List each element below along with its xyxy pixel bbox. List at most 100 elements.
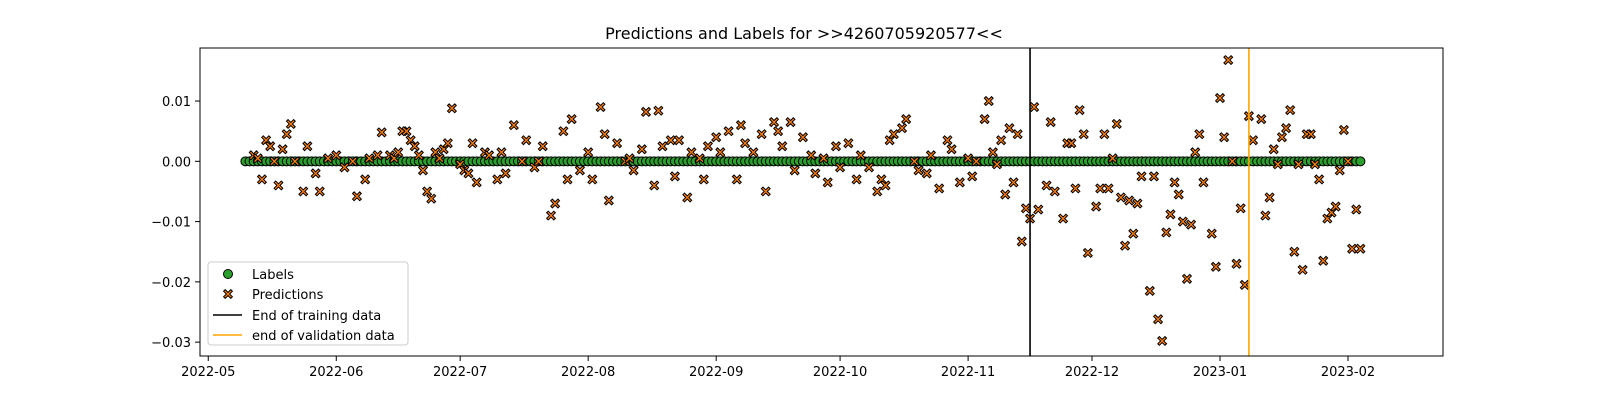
prediction-point: [1198, 177, 1209, 188]
prediction-point: [806, 150, 817, 161]
prediction-point: [715, 147, 726, 158]
prediction-point: [954, 177, 965, 188]
prediction-point: [1128, 228, 1139, 239]
prediction-point: [1318, 255, 1329, 266]
prediction-point: [785, 117, 796, 128]
prediction-point: [1231, 258, 1242, 269]
prediction-point: [665, 135, 676, 146]
prediction-point: [1355, 243, 1366, 254]
prediction-point: [1115, 192, 1126, 203]
prediction-point: [702, 141, 714, 152]
prediction-point: [818, 153, 829, 164]
prediction-point: [1161, 227, 1172, 238]
legend: Labels Predictions End of training data end…: [207, 261, 409, 346]
prediction-point: [1173, 189, 1184, 200]
legend-box: [207, 261, 409, 346]
prediction-point: [934, 183, 945, 194]
prediction-point: [756, 129, 767, 140]
x-tick-label: 2022-11: [941, 365, 995, 380]
chart-title: Predictions and Labels for >>42607059205…: [605, 24, 1003, 43]
prediction-point: [1057, 213, 1069, 224]
prediction-point: [649, 180, 660, 191]
x-tick-label: 2023-02: [1321, 365, 1375, 380]
prediction-point: [273, 180, 284, 191]
prediction-point: [302, 141, 313, 152]
prediction-point: [971, 156, 982, 167]
prediction-point: [872, 186, 883, 197]
prediction-point: [1020, 203, 1032, 214]
prediction-point: [723, 126, 734, 137]
prediction-point: [1260, 210, 1271, 221]
prediction-point: [347, 156, 358, 167]
prediction-point: [574, 165, 586, 176]
prediction-point: [314, 186, 325, 197]
prediction-point: [991, 159, 1003, 170]
prediction-point: [611, 138, 623, 149]
prediction-point: [1219, 132, 1230, 143]
prediction-point: [1107, 153, 1118, 164]
prediction-point: [442, 138, 453, 149]
prediction-point: [492, 174, 503, 185]
prediction-point: [1091, 201, 1102, 212]
x-tick-label: 2022-07: [433, 365, 487, 380]
prediction-point: [983, 95, 994, 107]
legend-entry-label: Predictions: [252, 288, 324, 303]
prediction-point: [545, 210, 557, 221]
prediction-point: [669, 171, 681, 182]
prediction-point: [1177, 216, 1188, 227]
prediction-point: [1330, 201, 1341, 212]
x-tick-label: 2022-09: [689, 365, 743, 380]
prediction-point: [360, 174, 371, 185]
prediction-point: [682, 192, 693, 203]
prediction-point: [1132, 198, 1143, 209]
prediction-point: [789, 165, 800, 176]
prediction-point: [711, 132, 722, 143]
prediction-point: [351, 191, 363, 202]
prediction-point: [322, 153, 334, 164]
prediction-point: [1169, 177, 1180, 188]
prediction-point: [265, 141, 276, 152]
prediction-point: [863, 162, 875, 173]
prediction-point: [1268, 144, 1279, 155]
prediction-point: [987, 147, 998, 158]
prediction-point: [686, 147, 697, 158]
prediction-point: [1194, 129, 1205, 140]
prediction-point: [748, 147, 759, 158]
prediction-point: [628, 165, 639, 176]
prediction-point: [1280, 123, 1292, 134]
prediction-point: [880, 180, 891, 191]
prediction-point: [1070, 183, 1081, 194]
legend-labels-marker: [223, 269, 233, 279]
prediction-point: [967, 171, 978, 182]
prediction-point: [1008, 177, 1019, 188]
prediction-point: [583, 147, 594, 158]
prediction-point: [1342, 156, 1354, 167]
prediction-point: [822, 177, 833, 188]
prediction-point: [1049, 186, 1060, 197]
legend-entry-label: end of validation data: [252, 329, 395, 344]
y-tick-label: −0.02: [151, 276, 191, 291]
prediction-point: [851, 174, 862, 185]
prediction-point: [562, 174, 573, 185]
prediction-point: [1210, 261, 1221, 272]
prediction-point: [1099, 129, 1110, 140]
prediction-point: [1235, 203, 1246, 214]
prediction-point: [1041, 180, 1052, 191]
prediction-point: [739, 138, 751, 149]
prediction-point: [1334, 165, 1345, 176]
prediction-point: [376, 127, 387, 138]
prediction-point: [1074, 104, 1085, 116]
labels-series: [240, 156, 1366, 167]
prediction-point: [1247, 135, 1259, 146]
prediction-point: [1272, 159, 1283, 170]
prediction-point: [1157, 335, 1168, 347]
prediction-point: [1214, 92, 1226, 104]
prediction-point: [434, 153, 445, 164]
prediction-point: [417, 165, 429, 176]
x-tick-label: 2022-10: [813, 365, 867, 380]
prediction-point: [1206, 228, 1217, 239]
prediction-point: [566, 114, 577, 125]
prediction-point: [896, 123, 908, 134]
prediction-point: [1305, 129, 1316, 140]
prediction-point: [1148, 171, 1160, 182]
